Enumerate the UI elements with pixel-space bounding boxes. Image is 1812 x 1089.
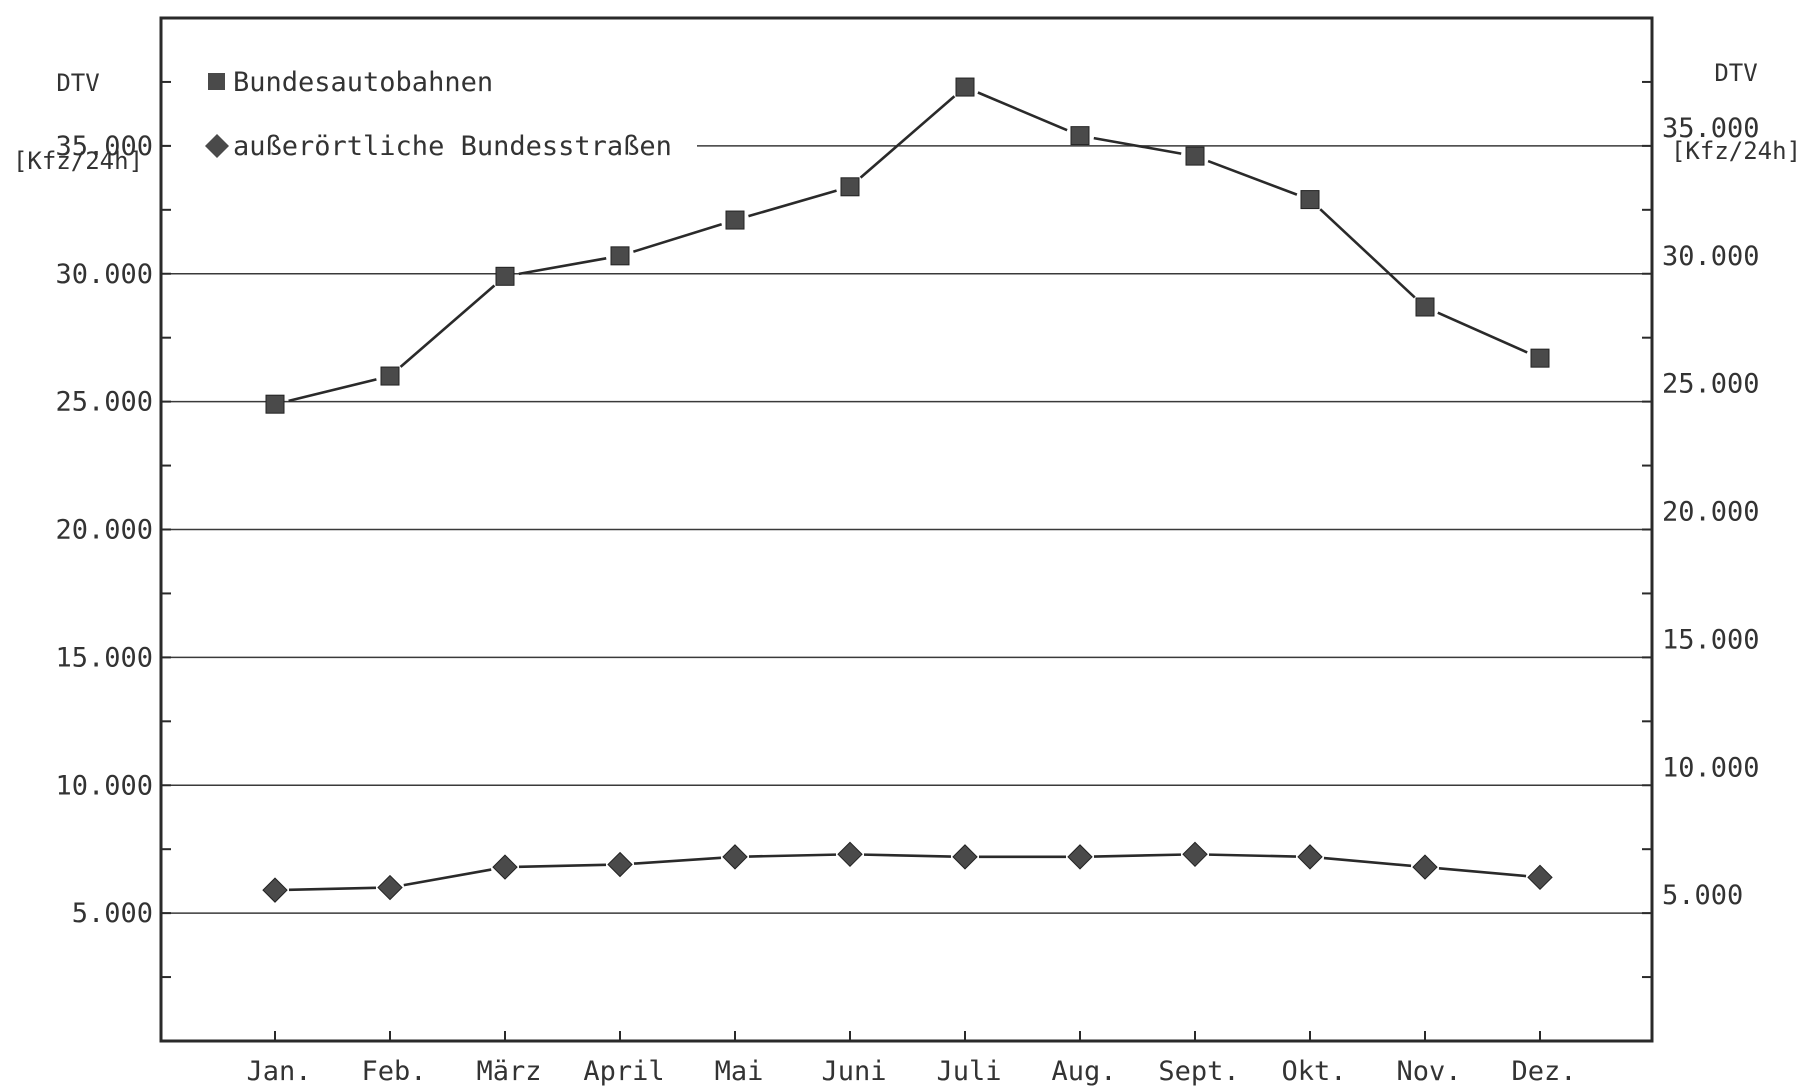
data-point bbox=[1185, 146, 1205, 166]
series-segment bbox=[748, 853, 837, 858]
series-segment bbox=[1208, 853, 1297, 858]
series-bundesstrassen bbox=[262, 841, 1553, 903]
series-segment bbox=[1093, 136, 1182, 155]
series-segment bbox=[403, 868, 492, 887]
legend-item: Bundesautobahnen bbox=[208, 67, 493, 98]
left-tick-label: 30.000 bbox=[55, 259, 153, 290]
right-tick-label: 25.000 bbox=[1662, 369, 1760, 400]
data-point bbox=[1067, 844, 1093, 870]
right-tick-label: 35.000 bbox=[1662, 113, 1760, 144]
left-tick-label: 35.000 bbox=[55, 131, 153, 162]
legend: Bundesautobahnen außerörtliche Bundesstra… bbox=[205, 67, 672, 162]
data-point bbox=[1297, 844, 1323, 870]
legend-square-marker bbox=[208, 73, 225, 90]
right-axis-title: DTV [Kfz/24h] bbox=[1666, 8, 1806, 190]
legend-item: außerörtliche Bundesstraßen bbox=[205, 131, 672, 162]
series-segment bbox=[288, 378, 377, 403]
month-label: Aug. bbox=[1051, 1056, 1116, 1087]
series-segment bbox=[977, 91, 1068, 132]
data-point bbox=[380, 366, 400, 386]
right-axis-title-line2: [Kfz/24h] bbox=[1670, 137, 1802, 165]
legend-label: außerörtliche Bundesstraßen bbox=[233, 131, 672, 162]
month-label: April bbox=[583, 1056, 664, 1087]
legend-label: Bundesautobahnen bbox=[233, 67, 493, 98]
tick-layer bbox=[161, 80, 1652, 1041]
month-label: Juli bbox=[936, 1056, 1001, 1087]
right-tick-labels: 5.000 10.000 15.000 20.000 25.000 30.000 35.00… bbox=[1662, 113, 1760, 911]
data-point bbox=[955, 77, 975, 97]
left-tick-label: 20.000 bbox=[55, 515, 153, 546]
data-point bbox=[952, 844, 978, 870]
data-point bbox=[492, 854, 518, 880]
right-axis-title-line1: DTV bbox=[1714, 59, 1758, 87]
right-tick-label: 5.000 bbox=[1662, 880, 1743, 911]
right-tick-label: 30.000 bbox=[1662, 241, 1760, 272]
month-label: Sept. bbox=[1158, 1056, 1239, 1087]
series-segment bbox=[748, 189, 837, 218]
series-layer bbox=[262, 77, 1553, 903]
series-segment bbox=[859, 95, 956, 179]
series-segment bbox=[399, 284, 496, 368]
left-axis-title-line2: [Kfz/24h] bbox=[12, 147, 144, 175]
data-point bbox=[1300, 190, 1320, 210]
left-tick-labels: 5.000 10.000 15.000 20.000 25.000 30.000 35.00… bbox=[55, 131, 153, 929]
data-point bbox=[1415, 297, 1435, 317]
data-point bbox=[1527, 864, 1553, 891]
legend-diamond-marker bbox=[205, 134, 229, 158]
series-segment bbox=[863, 853, 952, 858]
data-point bbox=[262, 877, 288, 903]
data-point bbox=[610, 246, 630, 266]
series-segment bbox=[1438, 867, 1527, 878]
data-point bbox=[1182, 841, 1208, 868]
grid-layer bbox=[161, 145, 1652, 914]
left-tick-label: 5.000 bbox=[72, 898, 153, 929]
data-point bbox=[495, 266, 515, 286]
series-segment bbox=[1093, 853, 1182, 858]
series-segment bbox=[633, 856, 722, 865]
month-label: Feb. bbox=[361, 1056, 426, 1087]
data-point bbox=[722, 844, 748, 870]
month-label: Okt. bbox=[1281, 1056, 1346, 1087]
left-axis-title: DTV [Kfz/24h] bbox=[8, 18, 148, 200]
left-axis-title-line1: DTV bbox=[56, 69, 100, 97]
series-segment bbox=[288, 886, 377, 892]
right-tick-label: 15.000 bbox=[1662, 624, 1760, 655]
month-labels: Jan. Feb. März April Mai Juni Juli Aug. Sept. Okt… bbox=[246, 1056, 1576, 1087]
series-segment bbox=[632, 222, 723, 253]
right-tick-label: 20.000 bbox=[1662, 497, 1760, 528]
series-segment bbox=[1207, 159, 1298, 196]
series-segment bbox=[518, 257, 607, 276]
series-segment bbox=[1437, 311, 1528, 354]
left-tick-label: 10.000 bbox=[55, 770, 153, 801]
month-label: Jan. bbox=[246, 1056, 311, 1087]
left-tick-label: 15.000 bbox=[55, 642, 153, 673]
month-label: Nov. bbox=[1396, 1056, 1461, 1087]
data-point bbox=[265, 394, 285, 414]
data-point bbox=[1530, 348, 1550, 368]
data-point bbox=[1070, 126, 1090, 146]
series-segment bbox=[1319, 208, 1416, 299]
data-point bbox=[607, 851, 633, 878]
month-label: März bbox=[476, 1056, 541, 1087]
data-point bbox=[725, 210, 745, 230]
right-tick-label: 10.000 bbox=[1662, 752, 1760, 783]
series-segment bbox=[518, 863, 607, 869]
series-segment bbox=[1323, 856, 1412, 868]
data-point bbox=[840, 177, 860, 197]
left-tick-label: 25.000 bbox=[55, 387, 153, 418]
month-label: Mai bbox=[715, 1056, 764, 1087]
data-point bbox=[837, 841, 863, 868]
month-label: Dez. bbox=[1511, 1056, 1576, 1087]
series-bundesautobahnen bbox=[265, 77, 1550, 414]
data-point bbox=[377, 874, 403, 901]
data-point bbox=[1412, 854, 1438, 880]
month-label: Juni bbox=[821, 1056, 886, 1087]
